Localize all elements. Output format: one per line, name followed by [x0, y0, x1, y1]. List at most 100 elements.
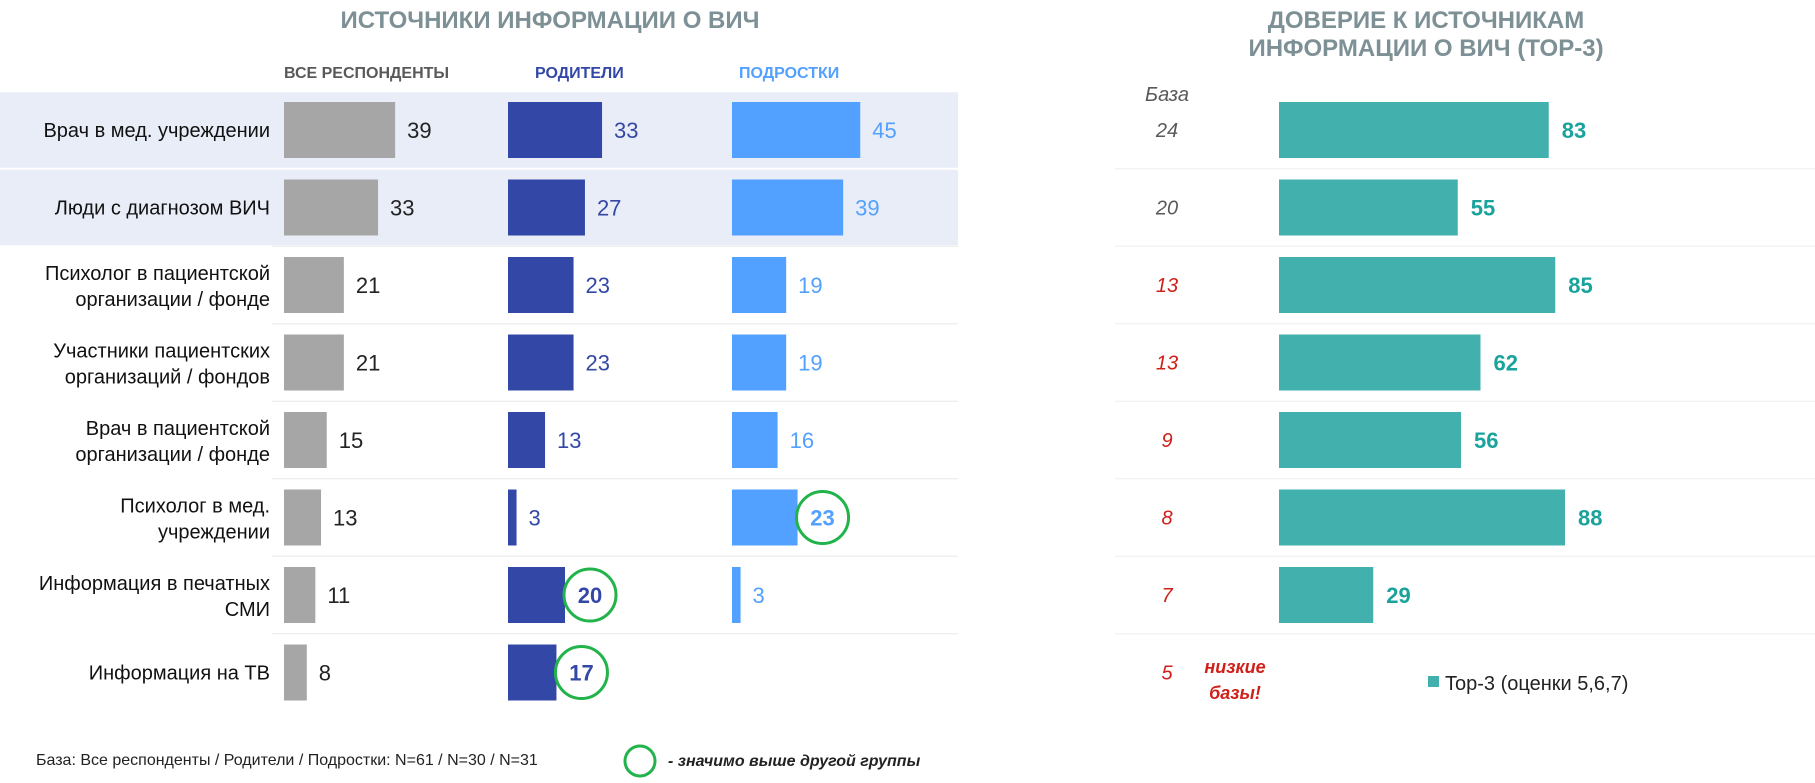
base-value-row-1: 20	[1155, 198, 1178, 220]
category-label: учреждении	[158, 522, 270, 544]
trust-value-label-row-1: 55	[1471, 196, 1495, 221]
bar-series-0-row-2	[284, 257, 344, 313]
bar-series-2-row-6	[732, 567, 741, 623]
value-label-series-1-row-3: 23	[586, 351, 610, 376]
significance-ring-series-1-row-6	[562, 567, 618, 623]
value-label-series-0-row-3: 21	[356, 351, 380, 376]
bar-series-1-row-0	[508, 102, 603, 158]
trust-bar-row-3	[1279, 334, 1481, 391]
category-label: Врач в мед. учреждении	[43, 120, 270, 142]
category-label: Врач в пациентской	[86, 418, 270, 440]
row-separators	[272, 168, 1815, 635]
bar-series-2-row-1	[732, 179, 844, 236]
bar-series-0-row-4	[284, 412, 327, 468]
base-value-row-4: 9	[1161, 430, 1172, 452]
base-value-row-2: 13	[1156, 275, 1178, 297]
bar-series-0-row-1	[284, 179, 379, 236]
value-label-series-2-row-6: 3	[753, 583, 765, 608]
trust-value-label-row-5: 88	[1578, 506, 1602, 531]
significance-ring-series-1-row-7	[553, 645, 609, 700]
bar-series-2-row-5	[732, 489, 798, 546]
trust-value-label-row-6: 29	[1386, 583, 1410, 608]
bar-series-2-row-3	[732, 334, 787, 391]
base-value-row-5: 8	[1161, 508, 1172, 530]
trust-bar-row-1	[1279, 179, 1458, 236]
bar-series-0-row-6	[284, 567, 316, 623]
value-label-series-0-row-4: 15	[339, 428, 363, 453]
value-label-series-1-row-4: 13	[557, 428, 581, 453]
trust-bar-row-5	[1279, 489, 1565, 546]
value-label-series-0-row-2: 21	[356, 273, 380, 298]
category-label: Информация в печатных	[39, 573, 270, 595]
base-value-row-3: 13	[1156, 353, 1178, 375]
category-label: Информация на ТВ	[89, 663, 270, 685]
series-header-1: РОДИТЕЛИ	[535, 65, 624, 82]
value-label-series-0-row-7: 8	[319, 661, 331, 686]
trust-value-label-row-0: 83	[1562, 118, 1586, 143]
bar-series-2-row-4	[732, 412, 778, 468]
value-label-series-1-row-7: 17	[569, 661, 593, 686]
value-label-series-2-row-4: 16	[790, 428, 814, 453]
trust-bar-row-0	[1279, 102, 1549, 158]
trust-bar-row-6	[1279, 567, 1374, 623]
significance-ring-series-2-row-5	[795, 490, 851, 545]
value-label-series-0-row-5: 13	[333, 506, 357, 531]
footnote-significance: - значимо выше другой группы	[668, 753, 921, 770]
trust-bars-group: 24 20 13 13 9 8 7 5 83 55 85 62 56 88 29	[1155, 102, 1602, 685]
category-label: организации / фонде	[75, 444, 270, 466]
value-label-series-1-row-2: 23	[586, 273, 610, 298]
category-label: СМИ	[225, 599, 270, 621]
value-label-series-0-row-0: 39	[407, 118, 431, 143]
base-column-header: База	[1145, 84, 1189, 106]
value-label-series-2-row-1: 39	[855, 196, 879, 221]
bar-series-0-row-7	[284, 644, 307, 701]
trust-bar-row-4	[1279, 412, 1461, 468]
value-label-series-2-row-2: 19	[798, 273, 822, 298]
left-chart-title: ИСТОЧНИКИ ИНФОРМАЦИИ О ВИЧ	[341, 7, 760, 34]
bar-series-2-row-2	[732, 257, 787, 313]
value-label-series-2-row-3: 19	[798, 351, 822, 376]
category-label: Психолог в пациентской	[45, 263, 270, 285]
value-label-series-1-row-1: 27	[597, 196, 621, 221]
value-label-series-1-row-0: 33	[614, 118, 638, 143]
category-label: организации / фонде	[75, 289, 270, 311]
bar-series-0-row-0	[284, 102, 396, 158]
bar-series-1-row-4	[508, 412, 546, 468]
base-value-row-0: 24	[1155, 120, 1178, 142]
bar-series-1-row-2	[508, 257, 574, 313]
category-label: Участники пациентских	[53, 341, 270, 363]
bar-series-0-row-3	[284, 334, 344, 391]
legend-swatch-top3	[1428, 676, 1439, 687]
value-label-series-0-row-6: 11	[327, 583, 350, 608]
bar-series-1-row-3	[508, 334, 574, 391]
bar-series-0-row-5	[284, 489, 322, 546]
trust-legend: Top-3 (оценки 5,6,7)	[1428, 673, 1628, 695]
bar-series-2-row-0	[732, 102, 861, 158]
trust-value-label-row-4: 56	[1474, 428, 1498, 453]
significance-legend-ring	[623, 744, 657, 778]
footnote-base: База: Все респонденты / Родители / Подро…	[36, 752, 538, 769]
bar-series-1-row-5	[508, 489, 517, 546]
base-value-row-6: 7	[1161, 585, 1173, 607]
value-label-series-1-row-5: 3	[529, 506, 541, 531]
trust-value-label-row-3: 62	[1494, 351, 1518, 376]
bar-series-1-row-6	[508, 567, 565, 623]
category-label: Люди с диагнозом ВИЧ	[55, 198, 270, 220]
trust-value-label-row-2: 85	[1568, 273, 1592, 298]
value-label-series-0-row-1: 33	[390, 196, 414, 221]
series-header-2: ПОДРОСТКИ	[739, 65, 839, 82]
right-chart-title-line1: ДОВЕРИЕ К ИСТОЧНИКАМ	[1268, 7, 1585, 34]
low-base-note-line1: низкие	[1204, 657, 1265, 677]
base-value-row-7: 5	[1161, 663, 1173, 685]
bar-series-1-row-7	[508, 644, 557, 701]
low-base-note-line2: базы!	[1209, 683, 1261, 703]
value-label-series-2-row-5: 23	[810, 506, 834, 531]
series-headers: ВСЕ РЕСПОНДЕНТЫ РОДИТЕЛИ ПОДРОСТКИ	[284, 65, 839, 82]
trust-bar-row-2	[1279, 257, 1556, 313]
value-label-series-1-row-6: 20	[578, 583, 602, 608]
right-chart-title-line2: ИНФОРМАЦИИ О ВИЧ (TOP-3)	[1248, 35, 1603, 62]
legend-label-top3: Top-3 (оценки 5,6,7)	[1445, 673, 1628, 695]
category-label: организаций / фондов	[65, 367, 270, 389]
value-label-series-2-row-0: 45	[872, 118, 896, 143]
